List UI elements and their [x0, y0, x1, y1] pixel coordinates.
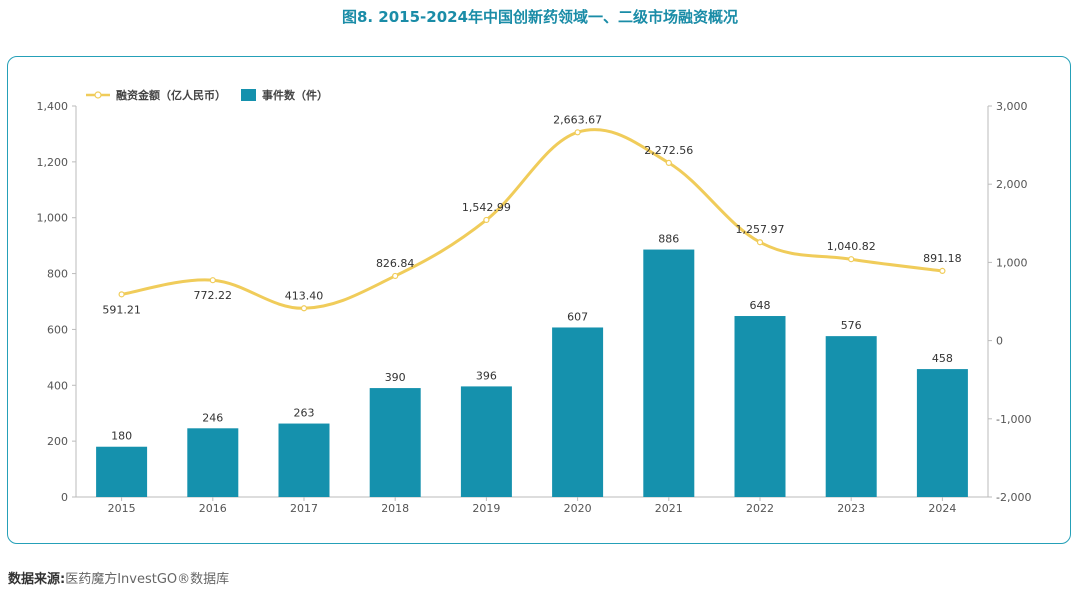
- left-tick-label: 400: [47, 379, 68, 392]
- line-value-label: 591.21: [102, 303, 141, 316]
- x-tick-label: 2021: [655, 502, 683, 515]
- line-point: [392, 272, 399, 280]
- bar: [825, 336, 877, 497]
- right-tick-label: 1,000: [996, 256, 1028, 269]
- line-point: [939, 267, 946, 275]
- line-value-label: 2,663.67: [553, 113, 602, 126]
- bar: [460, 386, 512, 497]
- line-series-path: [121, 128, 943, 310]
- bar: [552, 327, 604, 497]
- left-tick-label: 0: [61, 491, 68, 504]
- bar-value-label: 458: [932, 352, 953, 365]
- right-tick-label: 2,000: [996, 178, 1028, 191]
- chart: 0 200 400 600 800 1,000 1,200 1,400 -2,000 -1,000…: [37, 88, 1032, 515]
- bar: [278, 423, 330, 497]
- bar-value-label: 886: [658, 233, 679, 246]
- bar-value-label: 390: [385, 371, 406, 384]
- left-tick-label: 1,200: [37, 156, 69, 169]
- legend-line-label: 融资金额（亿人民币）: [116, 88, 226, 102]
- line-point: [300, 305, 308, 312]
- right-tick-label: -2,000: [996, 491, 1031, 504]
- bar: [369, 388, 421, 497]
- x-tick-label: 2016: [199, 502, 227, 515]
- left-tick-label: 200: [47, 435, 68, 448]
- right-tick-label: -1,000: [996, 413, 1031, 426]
- line-point: [118, 291, 125, 298]
- line-point: [483, 216, 490, 224]
- line-value-label: 1,542.99: [462, 201, 511, 214]
- line-value-label: 1,040.82: [827, 240, 876, 253]
- line-point: [665, 159, 672, 166]
- bar-value-label: 180: [111, 430, 132, 443]
- bar-value-label: 648: [750, 299, 771, 312]
- legend-bar-swatch: [241, 89, 256, 101]
- left-tick-label: 600: [47, 323, 68, 336]
- line-point: [209, 277, 216, 284]
- x-tick-label: 2015: [108, 502, 136, 515]
- x-tick-label: 2019: [472, 502, 500, 515]
- line-value-label: 772.22: [194, 289, 233, 302]
- x-tick-label: 2022: [746, 502, 774, 515]
- line-point: [848, 256, 855, 263]
- x-tick-label: 2020: [564, 502, 592, 515]
- bar-value-label: 576: [841, 319, 862, 332]
- legend-bar-label: 事件数（件）: [262, 88, 328, 102]
- line-value-label: 1,257.97: [736, 223, 785, 236]
- source-label: 数据来源:: [8, 572, 66, 587]
- chart-frame: [7, 56, 1071, 544]
- line-value-label: 826.84: [376, 257, 415, 270]
- data-source: 数据来源:医药魔方InvestGO®数据库: [8, 568, 229, 587]
- x-tick-label: 2024: [928, 502, 956, 515]
- bar-value-label: 396: [476, 369, 497, 382]
- x-tick-label: 2018: [381, 502, 409, 515]
- legend-line-marker: [94, 91, 102, 99]
- left-tick-label: 1,400: [37, 100, 69, 113]
- right-tick-label: 0: [996, 335, 1003, 348]
- bar-value-label: 607: [567, 310, 588, 323]
- bar-value-label: 246: [202, 411, 223, 424]
- line-value-label: 891.18: [923, 252, 962, 265]
- line-point: [574, 129, 581, 136]
- bar: [643, 249, 695, 497]
- left-tick-label: 800: [47, 268, 68, 281]
- line-value-label: 413.40: [285, 289, 324, 302]
- left-tick-label: 1,000: [37, 212, 69, 225]
- line-point: [756, 239, 764, 246]
- bar: [916, 369, 968, 497]
- x-tick-label: 2023: [837, 502, 865, 515]
- source-text: 医药魔方InvestGO®数据库: [65, 572, 230, 587]
- line-value-label: 2,272.56: [644, 144, 693, 157]
- right-tick-label: 3,000: [996, 100, 1028, 113]
- bar: [734, 316, 786, 497]
- bar: [187, 428, 239, 497]
- figure-title: 图8. 2015-2024年中国创新药领域一、二级市场融资概况: [341, 8, 739, 26]
- bar-value-label: 263: [294, 407, 315, 420]
- bar: [96, 446, 148, 497]
- x-tick-label: 2017: [290, 502, 318, 515]
